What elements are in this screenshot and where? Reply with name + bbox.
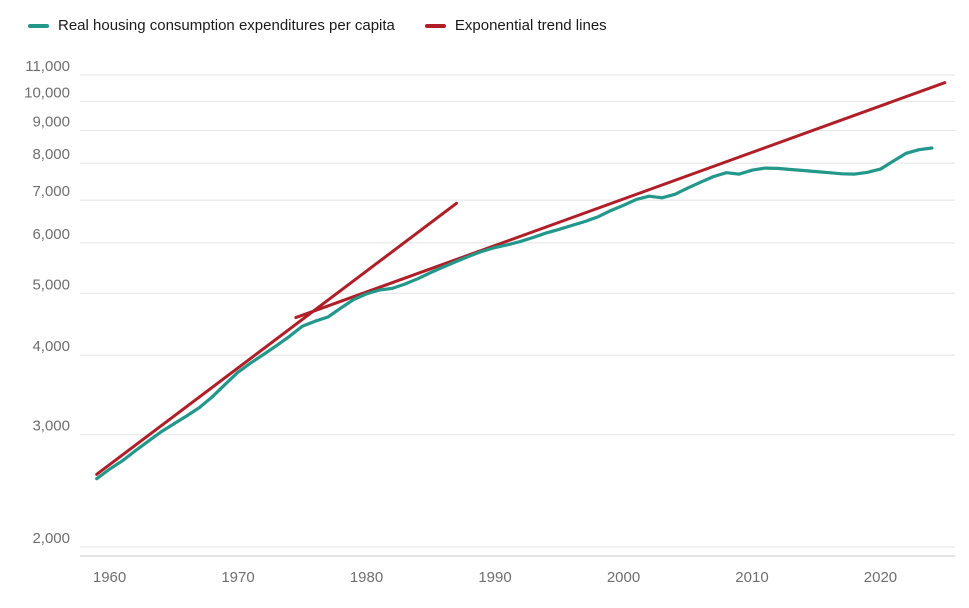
- y-axis-labels: 2,000 3,000 4,000 5,000 6,000 7,000 8,000 9,000…: [24, 58, 70, 547]
- x-tick-label: 1960: [93, 569, 126, 586]
- legend-label-series: Real housing consumption expenditures pe…: [58, 17, 395, 34]
- y-tick-label: 5,000: [32, 276, 70, 293]
- x-axis-labels: 1960 1970 1980 1990 2000 2010 2020: [93, 569, 897, 586]
- y-tick-label: 11,000: [25, 58, 70, 75]
- trend-lines: [95, 81, 947, 476]
- y-tick-label: 7,000: [32, 183, 70, 200]
- x-tick-label: 2020: [864, 569, 897, 586]
- legend-swatch-trend-icon: [424, 23, 446, 28]
- y-tick-label: 4,000: [32, 338, 70, 355]
- legend-swatch-series-icon: [28, 23, 49, 28]
- x-tick-label: 1990: [478, 569, 511, 586]
- y-tick-label: 3,000: [32, 418, 70, 435]
- x-tick-label: 2010: [735, 569, 768, 586]
- x-tick-label: 1980: [350, 569, 383, 586]
- y-tick-label: 10,000: [24, 84, 70, 101]
- legend-item-series: Real housing consumption expenditures pe…: [28, 18, 395, 33]
- legend-item-trend: Exponential trend lines: [424, 17, 607, 34]
- y-gridlines: [80, 74, 955, 548]
- y-tick-label: 8,000: [32, 146, 70, 163]
- x-tick-label: 2000: [607, 569, 640, 586]
- legend-label-trend: Exponential trend lines: [454, 17, 607, 34]
- trend-line: [294, 81, 947, 320]
- x-tick-label: 1970: [221, 569, 254, 586]
- chart-legend: Real housing consumption expenditures pe…: [28, 18, 607, 33]
- y-tick-label: 6,000: [32, 226, 70, 243]
- y-tick-label: 9,000: [32, 114, 70, 131]
- trend-line: [95, 201, 458, 476]
- series-line-housing-expenditures: [95, 146, 934, 481]
- y-tick-label: 2,000: [32, 530, 70, 547]
